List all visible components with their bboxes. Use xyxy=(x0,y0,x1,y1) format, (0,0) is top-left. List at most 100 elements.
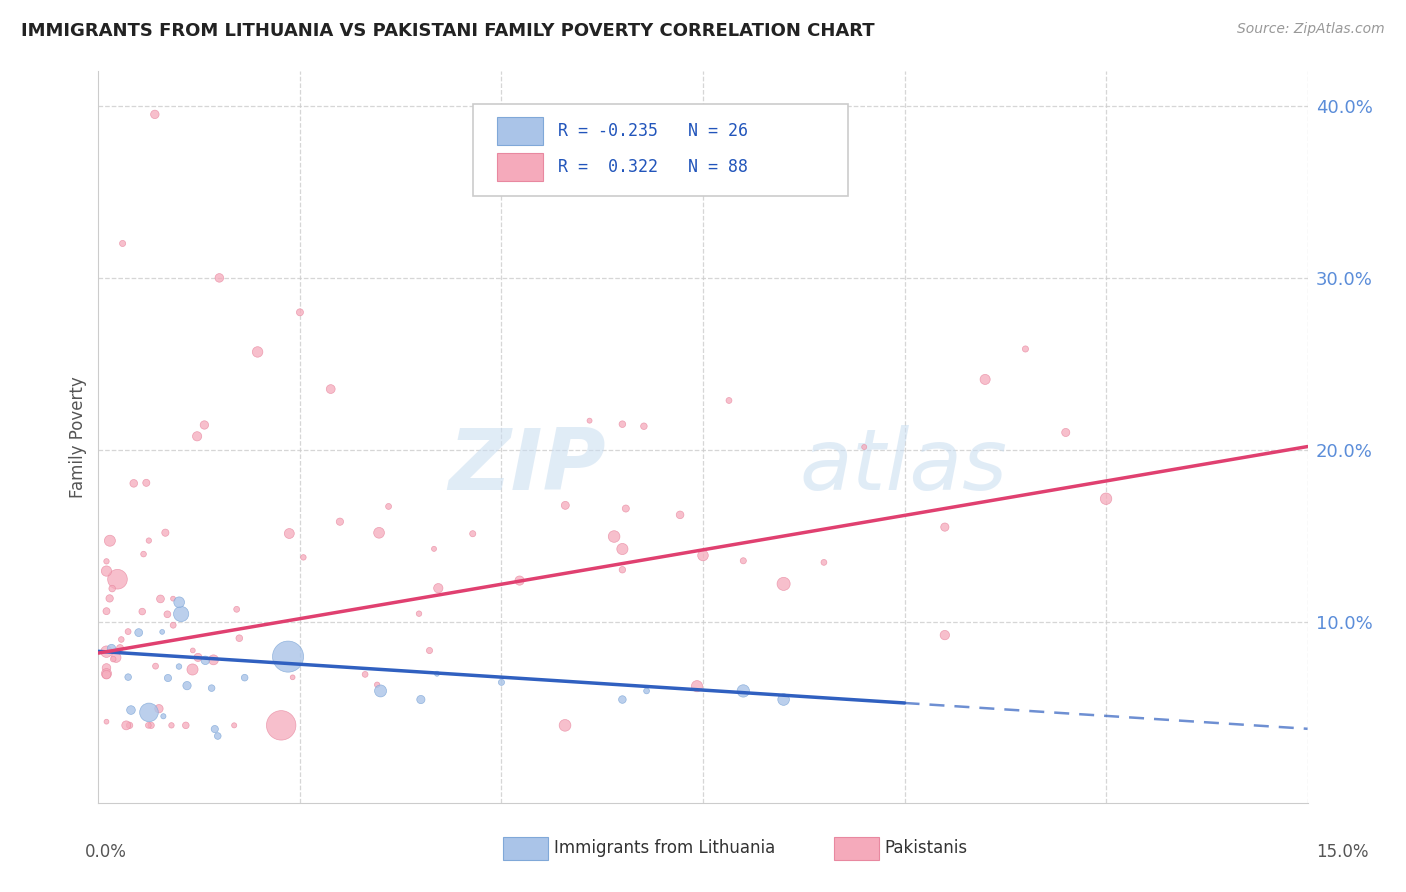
Point xyxy=(105,650,128,665)
Point xyxy=(509,574,531,588)
Point xyxy=(427,581,450,595)
Point xyxy=(117,670,139,684)
Point xyxy=(139,718,162,732)
Point xyxy=(181,663,204,677)
Point xyxy=(138,533,160,548)
Point xyxy=(270,718,292,732)
Point xyxy=(96,564,118,578)
Point xyxy=(100,641,122,656)
Point xyxy=(717,393,740,408)
Point xyxy=(612,563,634,577)
Point xyxy=(686,679,709,693)
Point xyxy=(409,692,432,706)
Point xyxy=(117,624,139,639)
Point xyxy=(853,440,876,454)
Point xyxy=(156,671,179,685)
Point xyxy=(772,577,794,591)
Point xyxy=(110,632,132,647)
Point xyxy=(101,582,124,596)
Point xyxy=(148,701,170,715)
Point xyxy=(733,684,755,698)
Point xyxy=(224,718,246,732)
Point xyxy=(167,595,190,609)
Text: R =  0.322   N = 88: R = 0.322 N = 88 xyxy=(558,158,748,177)
Point xyxy=(246,345,269,359)
Point xyxy=(162,618,184,632)
Point xyxy=(319,382,342,396)
Text: 15.0%: 15.0% xyxy=(1316,843,1369,861)
Point xyxy=(354,667,377,681)
Point xyxy=(292,550,315,565)
Point xyxy=(578,414,600,428)
Point xyxy=(135,475,157,490)
Point xyxy=(160,718,183,732)
Point xyxy=(156,607,179,622)
Point xyxy=(149,591,172,606)
Point xyxy=(143,107,166,121)
Point xyxy=(111,236,134,251)
Point xyxy=(207,729,229,743)
Point xyxy=(150,624,173,639)
Point xyxy=(131,605,153,619)
Text: Pakistanis: Pakistanis xyxy=(884,839,967,857)
Point xyxy=(426,666,449,681)
Point xyxy=(138,706,160,720)
Point xyxy=(277,649,299,664)
Point xyxy=(162,591,184,606)
Point xyxy=(612,541,634,556)
Point xyxy=(1054,425,1077,440)
Point xyxy=(108,641,131,656)
Point xyxy=(96,714,118,729)
Point xyxy=(225,602,247,616)
Point xyxy=(692,549,714,563)
Text: 0.0%: 0.0% xyxy=(84,843,127,861)
Point xyxy=(128,625,150,640)
Point xyxy=(281,670,304,684)
Point xyxy=(228,631,250,645)
Point xyxy=(603,529,626,543)
Text: atlas: atlas xyxy=(800,425,1008,508)
Point xyxy=(174,718,197,732)
Point xyxy=(934,520,956,534)
Point xyxy=(96,666,118,681)
Point xyxy=(98,533,121,548)
Point xyxy=(201,681,224,695)
Point xyxy=(633,419,655,434)
FancyBboxPatch shape xyxy=(474,104,848,195)
Point xyxy=(288,305,311,319)
Point xyxy=(155,525,177,540)
Point xyxy=(194,653,217,667)
Point xyxy=(418,643,440,657)
Point xyxy=(193,417,215,432)
Point xyxy=(366,678,388,692)
Point xyxy=(233,671,256,685)
Text: R = -0.235   N = 26: R = -0.235 N = 26 xyxy=(558,121,748,140)
Point xyxy=(96,604,118,618)
Bar xyxy=(498,153,543,181)
Point xyxy=(1095,491,1118,506)
Point xyxy=(329,515,352,529)
Point xyxy=(772,692,794,706)
Point xyxy=(96,667,118,681)
Point xyxy=(554,499,576,513)
Point xyxy=(170,607,193,621)
Point xyxy=(408,607,430,621)
Y-axis label: Family Poverty: Family Poverty xyxy=(69,376,87,498)
Point xyxy=(554,718,576,732)
Point xyxy=(132,547,155,561)
Point xyxy=(145,659,167,673)
Point xyxy=(612,692,634,706)
Point xyxy=(423,541,446,556)
Point xyxy=(96,554,118,568)
Point xyxy=(1014,342,1036,356)
Point xyxy=(204,722,226,736)
Text: Source: ZipAtlas.com: Source: ZipAtlas.com xyxy=(1237,22,1385,37)
Point xyxy=(278,526,301,541)
Point xyxy=(186,429,208,443)
Text: ZIP: ZIP xyxy=(449,425,606,508)
Point xyxy=(98,591,121,606)
Point xyxy=(669,508,692,522)
Point xyxy=(974,372,997,386)
Point xyxy=(152,709,174,723)
Point xyxy=(370,684,392,698)
